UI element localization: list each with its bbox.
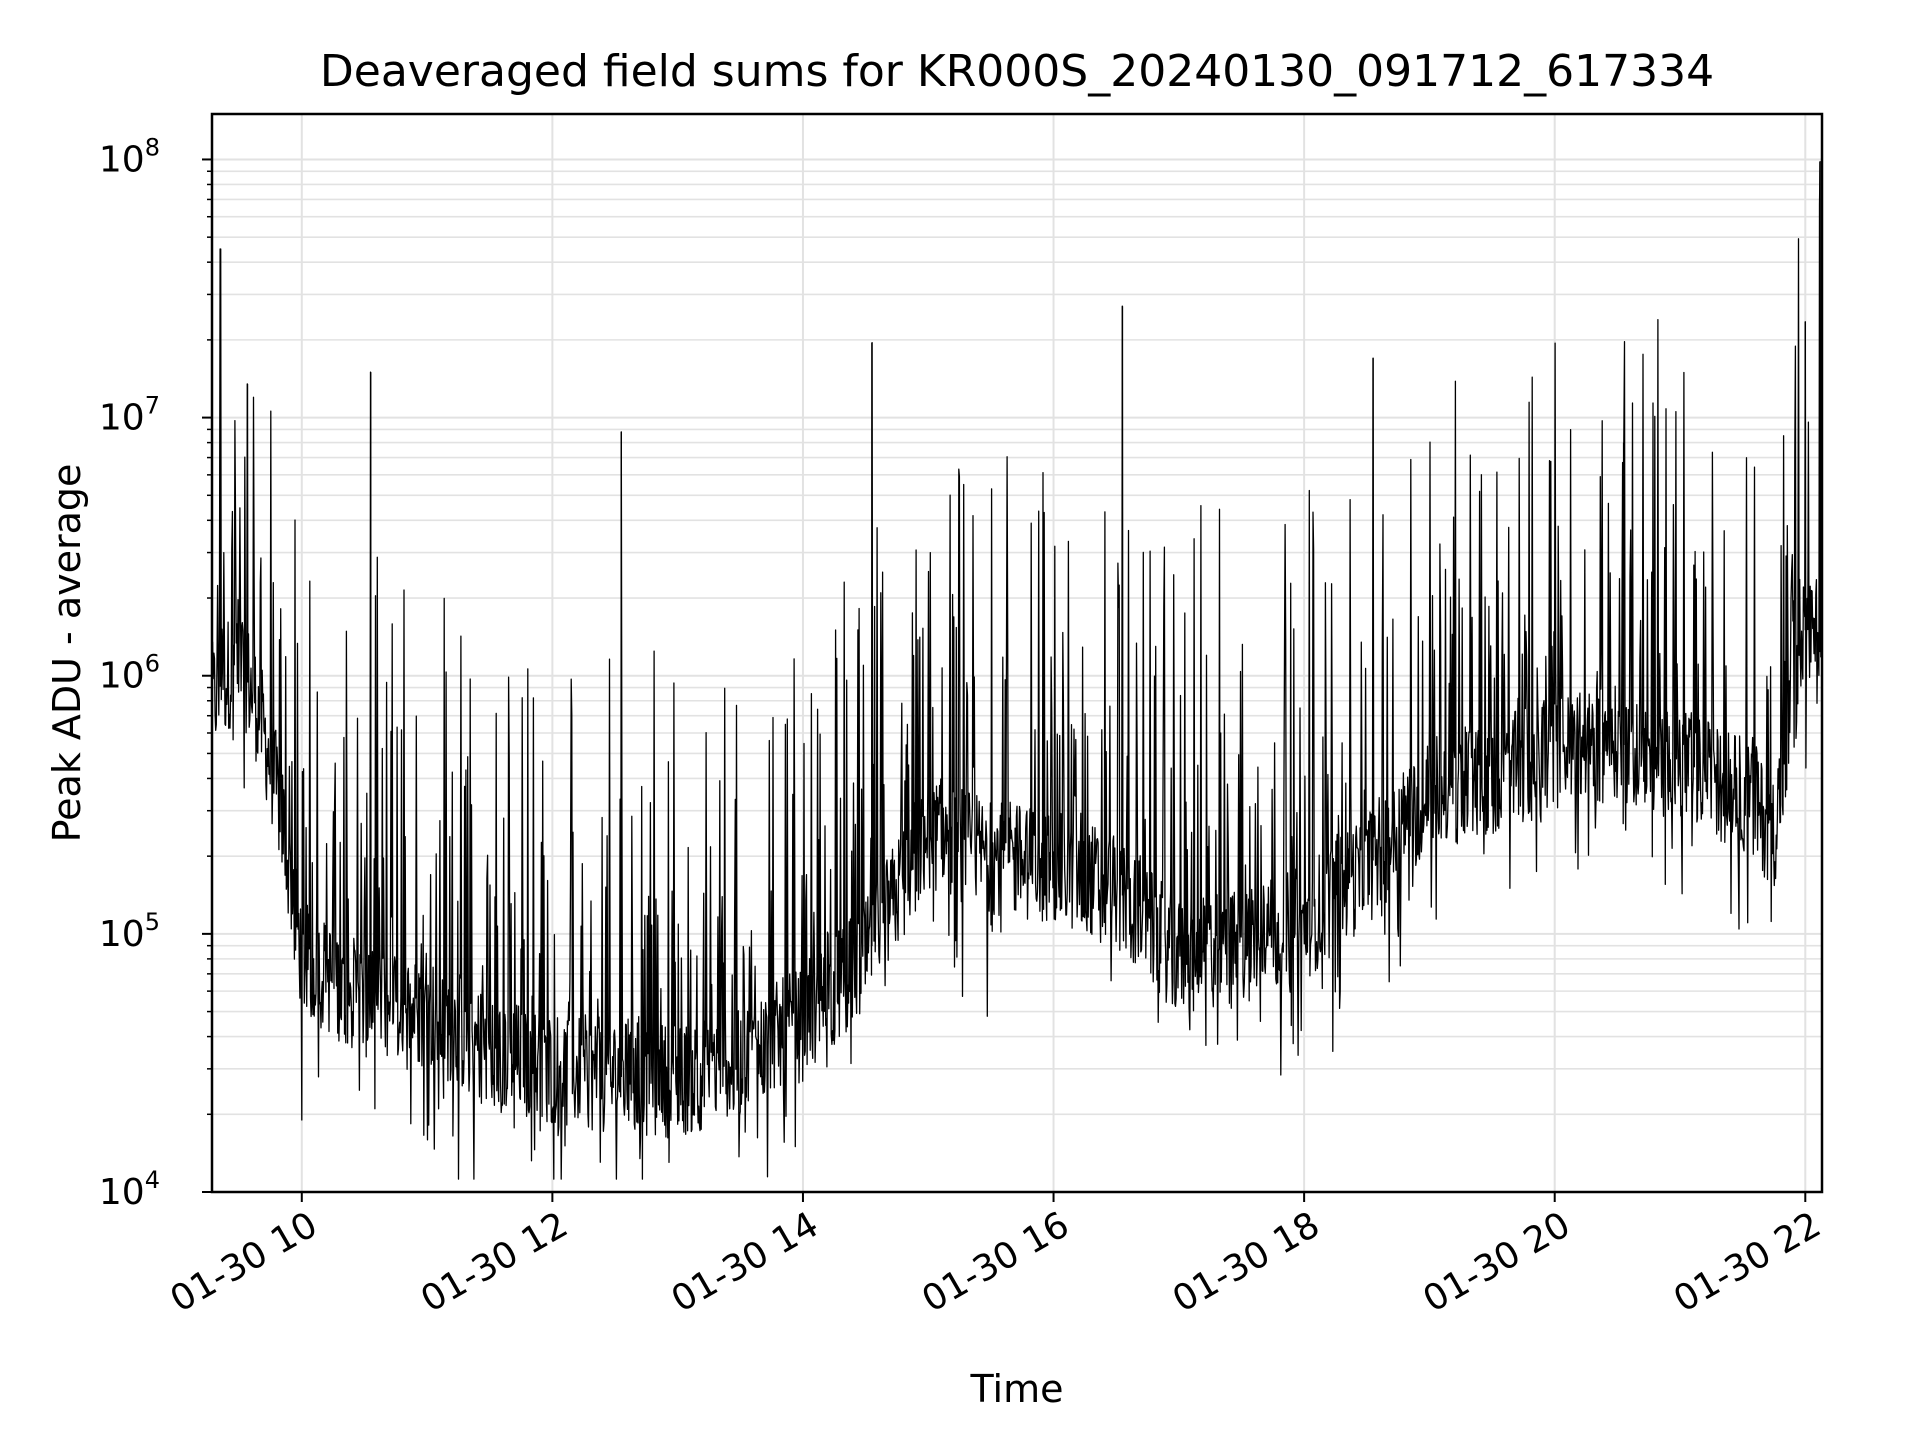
y-tick-label: 106 [99, 650, 160, 697]
y-tick-label: 108 [99, 133, 160, 180]
chart-title: Deaveraged field sums for KR000S_2024013… [320, 46, 1714, 97]
y-tick-exponent: 5 [145, 908, 160, 936]
y-tick-base: 10 [99, 914, 145, 955]
y-tick-exponent: 7 [145, 392, 160, 420]
y-tick-base: 10 [99, 1172, 145, 1213]
y-axis-label: Peak ADU - average [45, 464, 89, 843]
x-axis-label: Time [970, 1367, 1064, 1411]
data-layer [211, 161, 1823, 1180]
plot-frame [210, 112, 1824, 1194]
series-line [211, 161, 1823, 1180]
y-tick-base: 10 [99, 139, 145, 180]
y-tick-base: 10 [99, 398, 145, 439]
y-tick-exponent: 6 [145, 650, 160, 678]
y-tick-label: 105 [99, 908, 160, 955]
y-tick-label: 104 [99, 1166, 160, 1213]
y-tick-label: 107 [99, 392, 160, 439]
y-tick-exponent: 4 [145, 1166, 160, 1194]
y-tick-base: 10 [99, 656, 145, 697]
y-tick-exponent: 8 [145, 133, 160, 161]
